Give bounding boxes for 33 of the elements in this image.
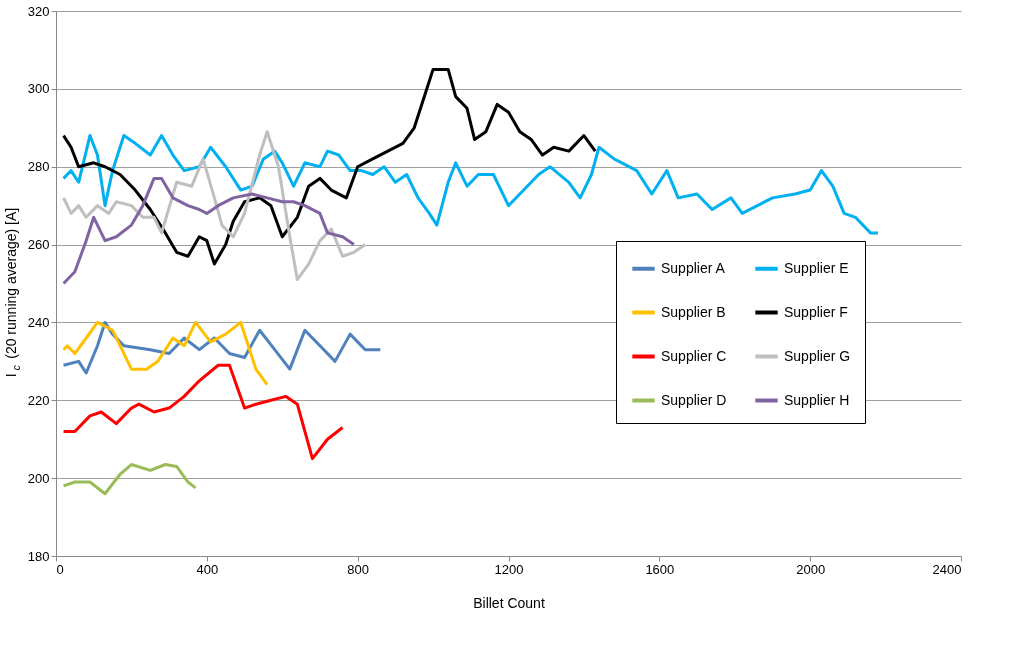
y-tick-label: 260 (27, 237, 50, 253)
x-tick-label: 2400 (932, 561, 962, 577)
x-tick-label: 0 (56, 561, 64, 577)
line-series (62, 463, 198, 496)
legend-label: Supplier D (661, 391, 727, 408)
y-tick-label: 180 (27, 548, 50, 564)
line-series (62, 320, 269, 387)
y-tick-label: 220 (27, 392, 50, 408)
legend-label: Supplier E (784, 259, 849, 276)
legend-label: Supplier B (661, 303, 726, 320)
legend-label: Supplier A (661, 259, 726, 276)
y-tick-label: 320 (27, 3, 50, 19)
x-axis-title: Billet Count (473, 594, 545, 611)
line-series (62, 67, 597, 266)
legend-label: Supplier C (661, 347, 727, 364)
line-series (62, 320, 382, 375)
line-series (62, 130, 367, 282)
x-tick-label: 2000 (796, 561, 826, 577)
x-tick-label: 1200 (494, 561, 524, 577)
line-series (62, 134, 880, 235)
legend-label: Supplier G (784, 347, 851, 364)
x-tick-label: 800 (347, 561, 370, 577)
y-tick-label: 200 (27, 470, 50, 486)
x-tick-label: 400 (196, 561, 219, 577)
legend-label: Supplier F (784, 303, 848, 320)
y-axis-title: Ic (20 running average) [A] (3, 207, 22, 378)
y-tick-label: 280 (27, 159, 50, 175)
legend-label: Supplier H (784, 391, 850, 408)
y-tick-label: 240 (27, 314, 50, 330)
y-tick-label: 300 (27, 81, 50, 97)
x-tick-label: 1600 (645, 561, 675, 577)
line-series (62, 176, 356, 285)
line-series (62, 363, 345, 461)
